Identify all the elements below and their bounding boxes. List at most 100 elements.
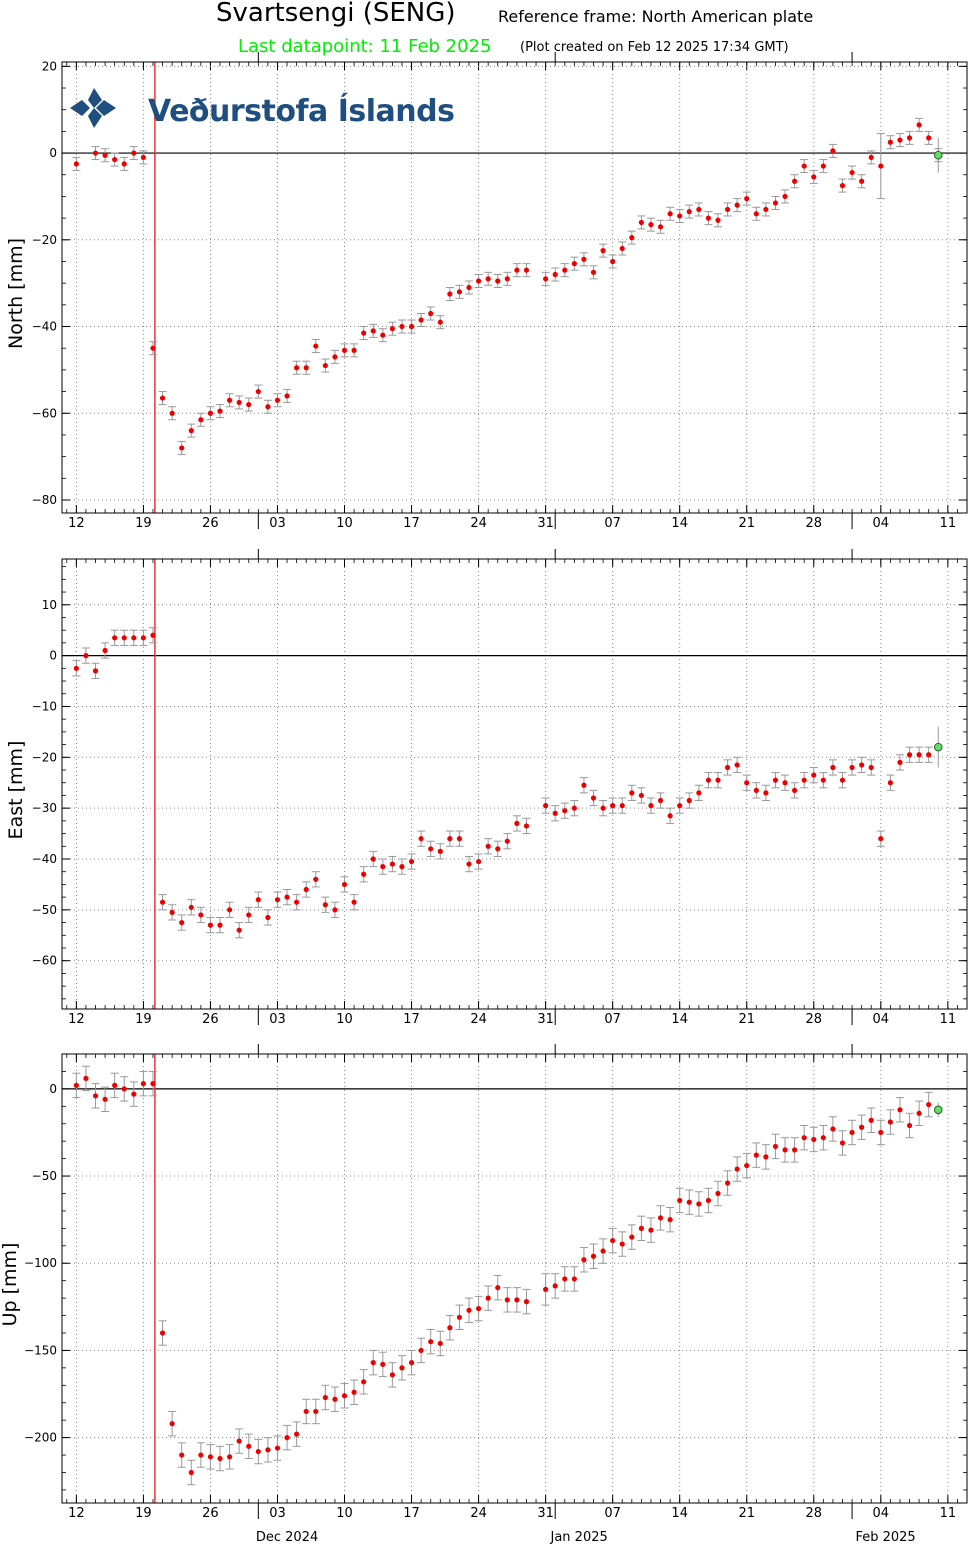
data-point xyxy=(73,1082,79,1088)
data-point xyxy=(169,1421,175,1427)
x-tick-label: 12 xyxy=(68,1012,85,1027)
data-point xyxy=(179,1452,185,1458)
panel-3: 12 19 26 03 10 17 24 31 07 14 21 28 04 11 0 −50 −100 −150… xyxy=(0,1044,968,1544)
data-point xyxy=(552,1283,558,1289)
data-point xyxy=(456,289,463,295)
data-point xyxy=(686,1199,692,1205)
x-tick-label: 19 xyxy=(135,1506,152,1521)
x-tick-label: 21 xyxy=(738,516,755,531)
month-label: Dec 2024 xyxy=(256,1530,318,1544)
data-point xyxy=(447,1325,453,1331)
data-point xyxy=(753,787,759,793)
data-point xyxy=(447,291,453,297)
y-tick-label: 0 xyxy=(49,1082,57,1096)
y-tick-label: −20 xyxy=(32,750,57,764)
y-tick-label: 0 xyxy=(49,146,57,160)
data-point xyxy=(332,1396,338,1402)
x-tick-label: 19 xyxy=(135,516,152,531)
data-point xyxy=(610,258,616,265)
data-point xyxy=(878,1129,884,1136)
panel-2: 12 19 26 03 10 17 24 31 07 14 21 28 04 11 10 0 −10 −20 −30… xyxy=(5,549,968,1027)
data-point xyxy=(188,1469,194,1476)
data-point xyxy=(188,428,194,434)
data-point xyxy=(140,154,147,161)
data-point xyxy=(361,330,367,336)
data-point xyxy=(73,161,79,167)
data-point xyxy=(782,780,788,786)
data-point xyxy=(820,1135,826,1141)
x-tick-label: 04 xyxy=(873,1506,890,1521)
x-tick-label: 10 xyxy=(336,1506,353,1521)
data-point xyxy=(504,1297,510,1303)
data-point xyxy=(169,909,175,915)
data-point xyxy=(332,354,338,360)
data-point xyxy=(159,395,166,401)
data-point xyxy=(418,1347,424,1354)
data-point xyxy=(686,209,692,215)
x-tick-label: 28 xyxy=(805,516,822,531)
data-point xyxy=(667,813,673,819)
data-point xyxy=(198,417,204,423)
data-point xyxy=(906,135,913,141)
data-point xyxy=(112,635,118,641)
data-point xyxy=(150,345,156,351)
x-tick-label: 11 xyxy=(940,1012,957,1027)
data-point xyxy=(763,790,769,796)
plot-frame xyxy=(61,61,968,514)
data-point xyxy=(657,797,664,804)
data-point xyxy=(926,135,932,141)
month-label: Feb 2025 xyxy=(855,1530,915,1544)
x-tick-label: 03 xyxy=(269,516,286,531)
data-point xyxy=(217,408,223,414)
data-point xyxy=(159,899,166,905)
data-point xyxy=(284,1435,290,1441)
data-point xyxy=(428,1339,434,1345)
data-point xyxy=(926,1101,932,1108)
data-point xyxy=(581,1257,587,1263)
data-point xyxy=(466,284,472,291)
data-point xyxy=(265,404,271,410)
data-point xyxy=(763,1154,769,1160)
data-point xyxy=(705,1197,712,1204)
data-point xyxy=(705,777,712,783)
data-point xyxy=(619,1241,625,1247)
plot-frame xyxy=(61,558,968,1010)
x-tick-label: 07 xyxy=(604,1506,621,1521)
x-tick-label: 17 xyxy=(403,1506,420,1521)
y-axis-label: East [mm] xyxy=(5,741,27,840)
data-point xyxy=(226,907,233,913)
data-point xyxy=(811,174,817,180)
data-point xyxy=(820,163,826,169)
data-point xyxy=(782,193,788,200)
y-tick-label: 20 xyxy=(42,59,57,73)
y-tick-label: −50 xyxy=(32,903,57,917)
data-point xyxy=(763,206,769,213)
data-point xyxy=(629,235,635,241)
data-point xyxy=(849,1129,855,1136)
y-tick-label: −10 xyxy=(32,699,57,713)
data-point xyxy=(389,1372,395,1378)
last-data-point xyxy=(933,150,943,160)
data-point xyxy=(179,919,185,926)
data-point xyxy=(859,178,865,184)
data-point xyxy=(715,217,721,223)
data-point xyxy=(887,139,893,145)
data-point xyxy=(772,777,779,783)
data-point xyxy=(408,1360,415,1366)
x-tick-label: 24 xyxy=(470,1506,487,1521)
data-point xyxy=(92,150,99,156)
data-point xyxy=(236,399,242,406)
data-point xyxy=(370,328,376,334)
data-point xyxy=(389,861,395,867)
data-point xyxy=(150,1081,156,1087)
data-point xyxy=(552,810,558,816)
data-point xyxy=(495,846,501,852)
data-point xyxy=(648,803,654,809)
x-tick-label: 03 xyxy=(269,1506,286,1521)
data-point xyxy=(859,762,865,768)
data-point xyxy=(236,927,242,933)
data-point xyxy=(926,752,932,758)
data-point xyxy=(734,1166,740,1172)
data-point xyxy=(380,1361,386,1367)
data-point xyxy=(677,1197,683,1204)
